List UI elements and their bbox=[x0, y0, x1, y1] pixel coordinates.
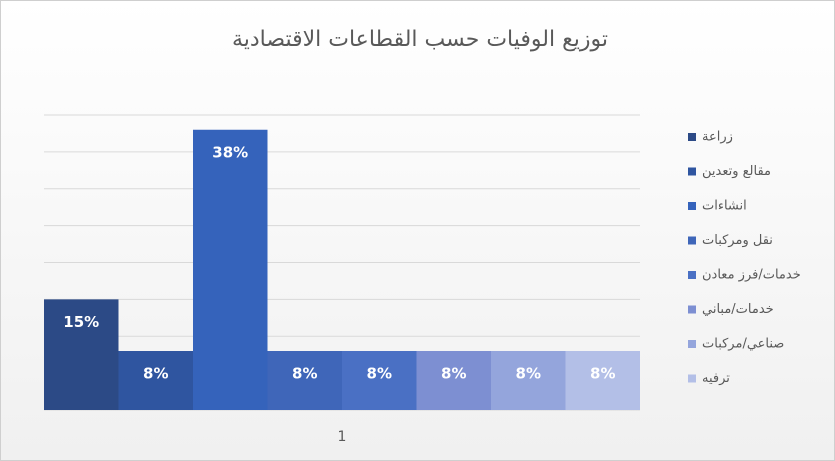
chart-title: توزيع الوفيات حسب القطاعات الاقتصادية bbox=[232, 27, 608, 52]
bar bbox=[416, 351, 491, 410]
bar bbox=[267, 351, 342, 410]
bar bbox=[342, 351, 417, 410]
bar bbox=[565, 351, 640, 410]
bar bbox=[44, 299, 119, 410]
legend-label: خدمات/فرز معادن bbox=[702, 268, 801, 283]
legend-swatch bbox=[688, 374, 696, 383]
data-label: 8% bbox=[516, 365, 541, 383]
x-tick-label: 1 bbox=[338, 429, 347, 445]
legend-label: زراعة bbox=[702, 130, 733, 145]
legend-swatch bbox=[688, 236, 696, 245]
legend-swatch bbox=[688, 167, 696, 176]
bar bbox=[491, 351, 566, 410]
legend-label: مقالع وتعدين bbox=[702, 164, 771, 179]
legend-label: ترفيه bbox=[702, 371, 730, 386]
bar bbox=[193, 129, 268, 410]
data-label: 8% bbox=[143, 365, 168, 383]
legend-swatch bbox=[688, 202, 696, 210]
bar bbox=[118, 351, 193, 410]
data-label: 38% bbox=[212, 143, 248, 161]
legend-swatch bbox=[688, 271, 696, 279]
data-label: 15% bbox=[63, 313, 99, 331]
legend-swatch bbox=[688, 133, 696, 141]
data-label: 8% bbox=[367, 365, 392, 383]
data-label: 8% bbox=[590, 365, 615, 383]
legend-label: صناعي/مركبات bbox=[702, 337, 784, 352]
legend-swatch bbox=[688, 340, 696, 348]
data-label: 8% bbox=[292, 365, 317, 383]
legend-label: انشاءات bbox=[702, 199, 747, 214]
legend-label: خدمات/مباني bbox=[702, 302, 774, 317]
data-label: 8% bbox=[441, 365, 466, 383]
legend-label: نقل ومركبات bbox=[702, 233, 773, 248]
legend-swatch bbox=[688, 305, 696, 314]
